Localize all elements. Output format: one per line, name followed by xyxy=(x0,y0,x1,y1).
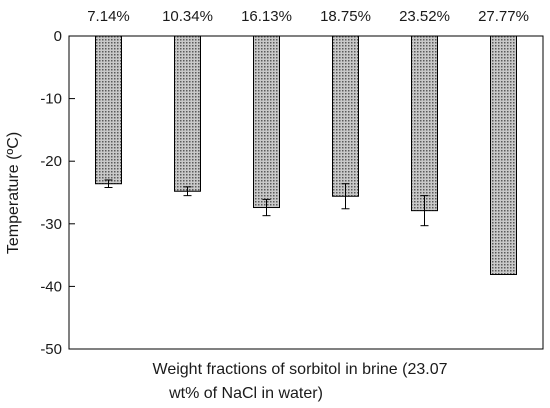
bar xyxy=(490,35,517,276)
category-label: 18.75% xyxy=(320,8,371,25)
y-axis-ticks: 0 -10 -20 -30 -40 -50 xyxy=(40,28,75,358)
y-tick-label: -50 xyxy=(40,341,62,358)
category-label: 10.34% xyxy=(162,8,213,25)
y-tick-label: -30 xyxy=(40,216,62,233)
error-bars-group xyxy=(104,179,429,227)
bar xyxy=(95,35,122,185)
category-label: 16.13% xyxy=(241,8,292,25)
bar xyxy=(332,35,359,197)
x-axis-title-line-1: Weight fractions of sorbitol in brine (2… xyxy=(153,361,448,378)
y-tick-label: -40 xyxy=(40,278,62,295)
y-tick-label: 0 xyxy=(54,28,62,45)
x-axis-title-line-2: wt% of NaCl in water) xyxy=(168,385,323,402)
category-label: 23.52% xyxy=(399,8,450,25)
category-label: 7.14% xyxy=(87,8,130,25)
y-axis-title: Temperature (ºC) xyxy=(5,132,22,254)
bars-group xyxy=(95,35,517,276)
category-label: 27.77% xyxy=(478,8,529,25)
y-tick-label: -10 xyxy=(40,91,62,108)
bar xyxy=(411,35,438,212)
bar xyxy=(174,35,201,192)
bar xyxy=(253,35,280,209)
y-tick-label: -20 xyxy=(40,153,62,170)
plot-area xyxy=(68,35,544,350)
category-labels: 7.14% 10.34% 16.13% 18.75% 23.52% 27.77% xyxy=(87,8,529,25)
